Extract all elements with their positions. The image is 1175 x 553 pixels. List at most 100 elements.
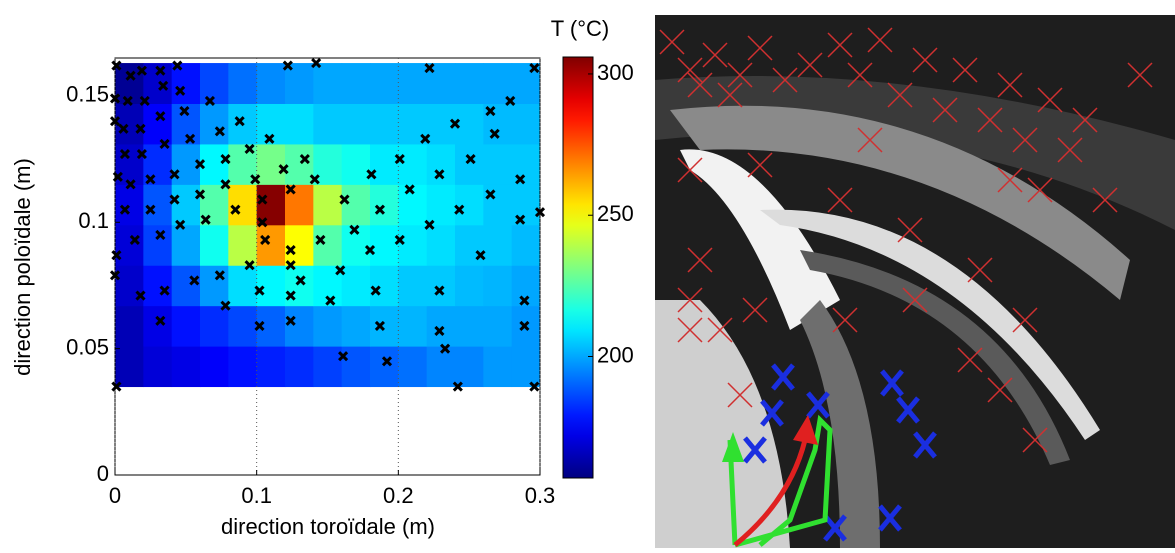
data-point bbox=[465, 154, 476, 165]
heat-cell bbox=[313, 63, 343, 104]
data-point bbox=[112, 171, 123, 182]
heat-cell bbox=[426, 265, 456, 307]
data-point bbox=[260, 234, 271, 246]
marker bbox=[827, 187, 853, 213]
data-point bbox=[434, 285, 445, 296]
heat-cell bbox=[228, 265, 258, 307]
marker bbox=[747, 35, 773, 61]
heat-cell bbox=[483, 224, 513, 266]
data-point bbox=[139, 95, 150, 107]
heat-cell bbox=[341, 184, 371, 226]
heat-cell bbox=[398, 346, 428, 388]
marker bbox=[857, 127, 883, 153]
data-point bbox=[315, 234, 326, 246]
data-point bbox=[475, 250, 486, 261]
y-tick-label: 0.15 bbox=[66, 82, 109, 107]
data-point bbox=[169, 194, 180, 205]
data-point bbox=[285, 245, 296, 256]
heat-cell bbox=[426, 346, 456, 388]
heat-cell bbox=[313, 184, 343, 226]
data-point bbox=[214, 270, 225, 281]
marker bbox=[913, 431, 937, 459]
data-point bbox=[434, 325, 445, 337]
heat-cell bbox=[455, 103, 484, 145]
marker bbox=[677, 157, 703, 183]
image-band bbox=[800, 250, 1070, 465]
marker bbox=[760, 399, 784, 427]
marker bbox=[659, 29, 685, 55]
data-point bbox=[529, 63, 540, 74]
heat-cell bbox=[200, 305, 229, 347]
heat-cell bbox=[171, 346, 201, 388]
red-markers bbox=[659, 27, 1153, 453]
heat-cell bbox=[256, 265, 286, 307]
data-point bbox=[309, 174, 320, 185]
image-highlight bbox=[760, 209, 1100, 440]
heatmap bbox=[115, 63, 541, 388]
heat-cell bbox=[483, 305, 513, 347]
marker bbox=[1072, 107, 1098, 133]
heat-cell bbox=[285, 143, 314, 185]
marker bbox=[897, 217, 923, 243]
heat-cell bbox=[228, 63, 258, 104]
data-point bbox=[278, 164, 289, 175]
heat-cell bbox=[426, 224, 456, 266]
marker bbox=[957, 347, 983, 373]
heat-cell bbox=[256, 143, 286, 185]
data-point bbox=[349, 224, 360, 235]
heat-cell bbox=[483, 143, 513, 185]
data-point bbox=[185, 133, 196, 144]
marker bbox=[902, 287, 928, 313]
heat-cell bbox=[370, 63, 399, 104]
data-point bbox=[489, 128, 500, 139]
data-point bbox=[311, 57, 322, 69]
marker bbox=[1022, 427, 1048, 453]
data-point bbox=[194, 159, 206, 170]
heat-cell bbox=[370, 265, 399, 307]
marker bbox=[702, 42, 728, 68]
heat-cell bbox=[285, 265, 314, 307]
data-point bbox=[420, 133, 431, 144]
heat-cell bbox=[171, 305, 201, 347]
marker bbox=[771, 363, 795, 391]
data-point bbox=[424, 219, 435, 230]
heat-cell bbox=[171, 265, 201, 307]
data-point bbox=[189, 275, 200, 286]
data-point bbox=[485, 189, 496, 200]
heat-cell bbox=[200, 265, 229, 307]
x-axis-label: direction toroïdale (m) bbox=[221, 514, 435, 539]
data-point bbox=[155, 65, 166, 76]
data-point bbox=[285, 315, 296, 326]
data-point bbox=[234, 116, 245, 127]
data-point bbox=[244, 143, 255, 155]
heat-cell bbox=[455, 63, 484, 104]
colorbar bbox=[562, 56, 594, 479]
heat-cell bbox=[455, 265, 484, 307]
heat-cell bbox=[200, 224, 229, 266]
y-axis-label: direction poloïdale (m) bbox=[10, 158, 35, 376]
data-point bbox=[366, 169, 377, 180]
marker bbox=[1027, 177, 1053, 203]
marker bbox=[677, 57, 703, 83]
marker bbox=[867, 27, 893, 53]
data-point bbox=[282, 60, 293, 71]
heat-cell bbox=[285, 224, 314, 266]
blue-markers bbox=[743, 363, 937, 542]
data-point bbox=[145, 204, 156, 215]
heat-cell bbox=[228, 346, 258, 388]
data-point bbox=[159, 138, 170, 149]
x-tick-label: 0 bbox=[109, 483, 121, 508]
heat-cell bbox=[341, 63, 371, 104]
data-point bbox=[285, 290, 296, 301]
heat-cell bbox=[200, 63, 229, 104]
heat-cell bbox=[200, 143, 229, 185]
heat-cell bbox=[455, 346, 484, 388]
camera-image bbox=[655, 15, 1175, 548]
marker bbox=[772, 67, 798, 93]
data-point bbox=[250, 174, 261, 185]
data-point bbox=[254, 285, 265, 296]
heat-cell bbox=[285, 63, 314, 104]
data-point bbox=[175, 219, 186, 230]
data-point bbox=[194, 189, 206, 200]
